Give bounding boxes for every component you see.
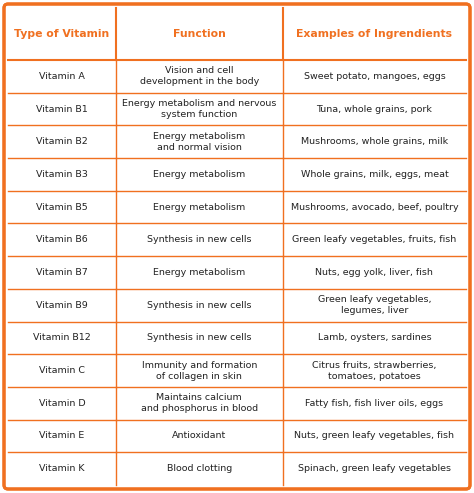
Text: Antioxidant: Antioxidant [172,431,227,440]
Text: Vitamin K: Vitamin K [39,464,84,473]
Text: Tuna, whole grains, pork: Tuna, whole grains, pork [317,105,432,113]
Text: Energy metabolism: Energy metabolism [153,268,246,277]
Text: Energy metabolism and nervous
system function: Energy metabolism and nervous system fun… [122,99,276,119]
Text: Vitamin B9: Vitamin B9 [36,301,88,310]
Text: Function: Function [173,29,226,39]
Text: Energy metabolism: Energy metabolism [153,203,246,211]
Text: Whole grains, milk, eggs, meat: Whole grains, milk, eggs, meat [301,170,448,179]
Text: Mushrooms, whole grains, milk: Mushrooms, whole grains, milk [301,137,448,146]
Text: Green leafy vegetables,
legumes, liver: Green leafy vegetables, legumes, liver [318,295,431,315]
Text: Nuts, green leafy vegetables, fish: Nuts, green leafy vegetables, fish [294,431,455,440]
Text: Spinach, green leafy vegetables: Spinach, green leafy vegetables [298,464,451,473]
Text: Immunity and formation
of collagen in skin: Immunity and formation of collagen in sk… [142,360,257,381]
Text: Vitamin B12: Vitamin B12 [33,333,91,342]
Text: Fatty fish, fish liver oils, eggs: Fatty fish, fish liver oils, eggs [305,399,444,408]
Text: Vitamin B6: Vitamin B6 [36,235,88,245]
Text: Vision and cell
development in the body: Vision and cell development in the body [139,66,259,86]
FancyBboxPatch shape [4,4,470,489]
Text: Maintains calcium
and phosphorus in blood: Maintains calcium and phosphorus in bloo… [141,393,258,413]
Text: Vitamin A: Vitamin A [39,72,85,81]
Text: Energy metabolism: Energy metabolism [153,170,246,179]
Text: Citrus fruits, strawberries,
tomatoes, potatoes: Citrus fruits, strawberries, tomatoes, p… [312,360,437,381]
Text: Synthesis in new cells: Synthesis in new cells [147,235,252,245]
Text: Synthesis in new cells: Synthesis in new cells [147,301,252,310]
Text: Energy metabolism
and normal vision: Energy metabolism and normal vision [153,132,246,152]
Text: Mushrooms, avocado, beef, poultry: Mushrooms, avocado, beef, poultry [291,203,458,211]
Text: Vitamin B1: Vitamin B1 [36,105,88,113]
Text: Green leafy vegetables, fruits, fish: Green leafy vegetables, fruits, fish [292,235,456,245]
Text: Sweet potato, mangoes, eggs: Sweet potato, mangoes, eggs [303,72,445,81]
Text: Lamb, oysters, sardines: Lamb, oysters, sardines [318,333,431,342]
Text: Vitamin B2: Vitamin B2 [36,137,88,146]
Text: Vitamin C: Vitamin C [39,366,85,375]
Text: Blood clotting: Blood clotting [166,464,232,473]
Text: Type of Vitamin: Type of Vitamin [14,29,109,39]
Text: Examples of Ingrendients: Examples of Ingrendients [296,29,452,39]
Text: Vitamin B7: Vitamin B7 [36,268,88,277]
Text: Vitamin D: Vitamin D [38,399,85,408]
Text: Nuts, egg yolk, liver, fish: Nuts, egg yolk, liver, fish [316,268,433,277]
Text: Vitamin B5: Vitamin B5 [36,203,88,211]
Text: Synthesis in new cells: Synthesis in new cells [147,333,252,342]
Text: Vitamin B3: Vitamin B3 [36,170,88,179]
Text: Vitamin E: Vitamin E [39,431,84,440]
